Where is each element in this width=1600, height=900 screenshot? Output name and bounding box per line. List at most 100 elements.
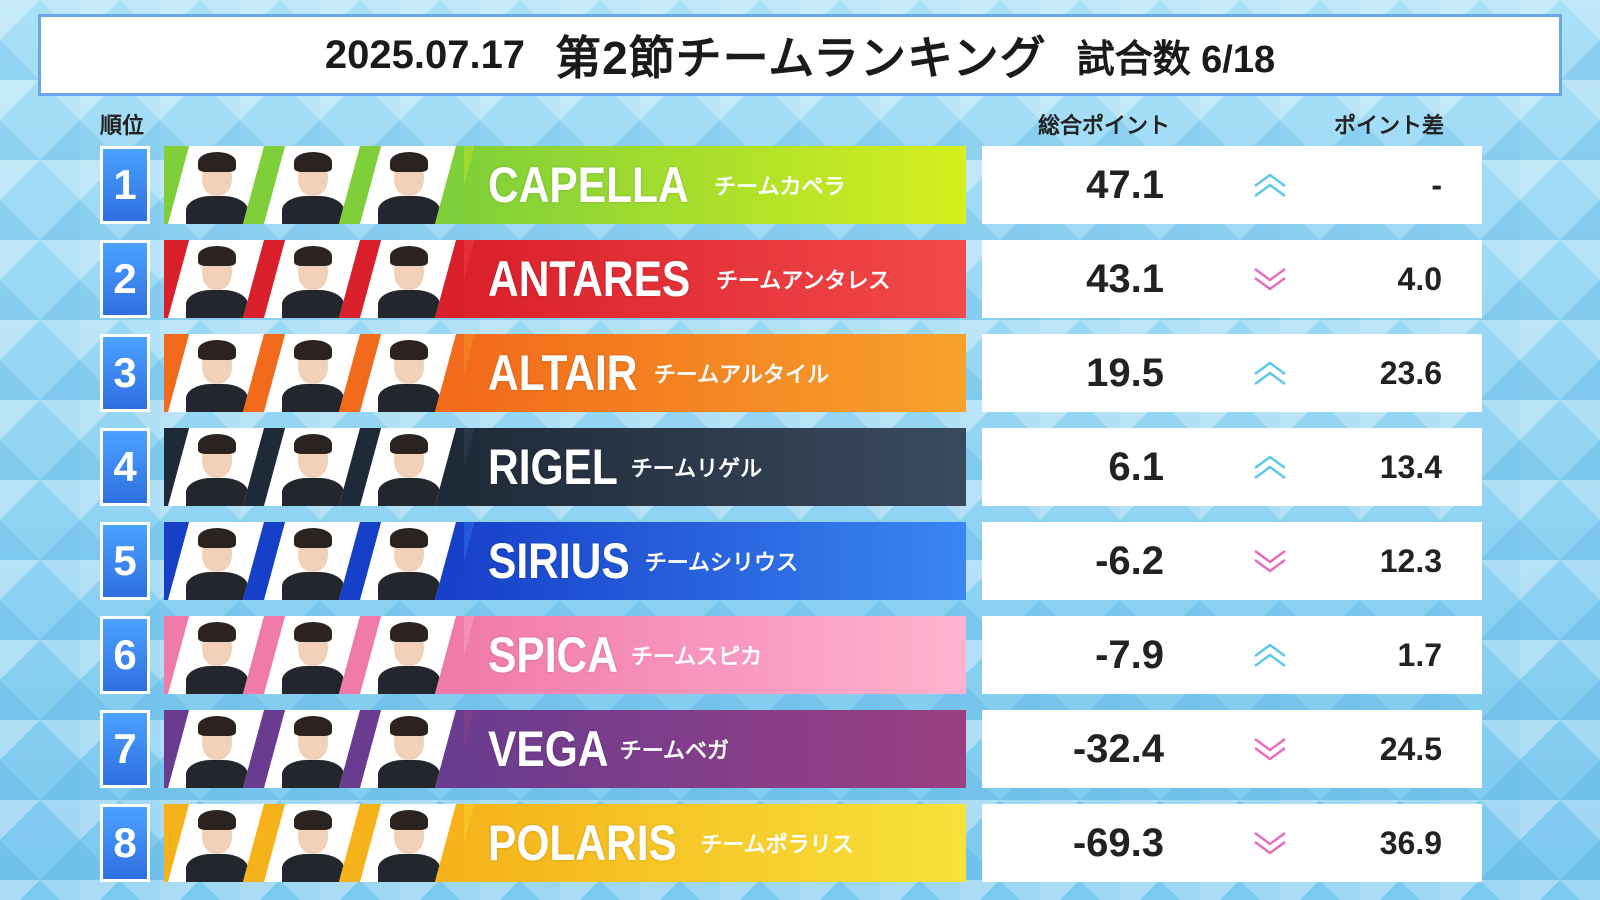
team-banner: VEGA チームベガ [164,710,966,788]
chevron-down-icon [1254,549,1286,573]
member-photo [264,616,360,694]
team-row: 6 SPICA チームスピカ -7.9 1.7 [100,616,1482,694]
total-points: 47.1 [1086,163,1164,207]
rank-badge: 3 [100,334,150,412]
team-name-plate: RIGEL チームリゲル [454,428,966,506]
total-points: -69.3 [1072,821,1164,865]
total-points-column-header: 総合ポイント [1038,113,1171,138]
team-name-plate: CAPELLA チームカペラ [454,146,966,224]
member-photo [264,334,360,412]
member-photos [164,804,464,882]
member-photo [264,146,360,224]
team-name: RIGEL [488,439,618,495]
member-photo [168,522,264,600]
rank-badge: 6 [100,616,150,694]
member-photo [360,428,456,506]
score-panel: -32.4 24.5 [982,710,1482,788]
member-photo [168,334,264,412]
point-diff: 13.4 [1379,449,1442,485]
member-photos [164,334,464,412]
member-photo [360,616,456,694]
member-photo [168,710,264,788]
team-name-plate: ANTARES チームアンタレス [454,240,966,318]
games-count: 試合数 6/18 [1076,38,1276,81]
score-panel: -7.9 1.7 [982,616,1482,694]
team-row: 2 ANTARES チームアンタレス 43.1 4.0 [100,240,1482,318]
member-photo [168,146,264,224]
rank-column-header: 順位 [100,113,145,138]
chevron-up-icon [1254,455,1286,480]
member-photo [264,240,360,318]
rank-badge: 5 [100,522,150,600]
team-row: 5 SIRIUS チームシリウス -6.2 12.3 [100,522,1482,600]
team-banner: SPICA チームスピカ [164,616,966,694]
member-photo [264,522,360,600]
team-banner: SIRIUS チームシリウス [164,522,966,600]
total-points: 19.5 [1086,351,1164,395]
team-name-jp: チームアンタレス [715,268,891,293]
chevron-up-icon [1254,643,1286,668]
total-points: 43.1 [1086,257,1164,301]
team-name: ALTAIR [488,345,638,401]
team-name-plate: SIRIUS チームシリウス [454,522,966,600]
team-name: ANTARES [488,251,691,307]
point-diff: 23.6 [1379,355,1442,391]
total-points: -6.2 [1095,539,1164,583]
team-name: CAPELLA [488,157,689,213]
point-diff: 1.7 [1397,637,1442,673]
chevron-down-icon [1254,831,1286,855]
team-row: 4 RIGEL チームリゲル 6.1 13.4 [100,428,1482,506]
team-banner: CAPELLA チームカペラ [164,146,966,224]
total-points: -32.4 [1072,727,1164,771]
chevron-down-icon [1254,267,1286,291]
chevron-down-icon [1254,737,1286,761]
member-photo [360,146,456,224]
page-title: 第2節チームランキング [555,32,1047,84]
member-photos [164,522,464,600]
member-photo [168,240,264,318]
point-diff: 12.3 [1379,543,1442,579]
rank-badge: 1 [100,146,150,224]
team-name-jp: チームカペラ [714,174,846,199]
team-row: 7 VEGA チームベガ -32.4 24.5 [100,710,1482,788]
point-diff: 24.5 [1379,731,1442,767]
point-diff: - [1431,167,1442,203]
team-name-jp: チームスピカ [630,644,763,669]
point-diff: 36.9 [1379,825,1442,861]
team-name-jp: チームリゲル [630,456,763,481]
member-photo [264,804,360,882]
member-photos [164,146,464,224]
team-name-plate: SPICA チームスピカ [454,616,966,694]
total-points: 6.1 [1108,445,1164,489]
team-banner: ANTARES チームアンタレス [164,240,966,318]
member-photo [168,804,264,882]
team-banner: POLARIS チームポラリス [164,804,966,882]
member-photos [164,240,464,318]
team-name-jp: チームポラリス [700,832,854,857]
score-panel: -69.3 36.9 [982,804,1482,882]
member-photo [360,240,456,318]
rank-badge: 4 [100,428,150,506]
member-photo [360,334,456,412]
team-name-jp: チームベガ [619,738,730,763]
point-diff: 4.0 [1397,261,1442,297]
team-name-plate: VEGA チームベガ [454,710,966,788]
member-photos [164,616,464,694]
rank-badge: 2 [100,240,150,318]
score-panel: 47.1 - [982,146,1482,224]
team-name: SIRIUS [488,533,630,589]
chevron-up-icon [1254,361,1286,386]
score-panel: -6.2 12.3 [982,522,1482,600]
team-name-plate: POLARIS チームポラリス [454,804,966,882]
date-label: 2025.07.17 [324,32,526,77]
rank-badge: 7 [100,710,150,788]
member-photo [360,804,456,882]
member-photos [164,710,464,788]
member-photo [360,522,456,600]
team-name-plate: ALTAIR チームアルタイル [454,334,966,412]
team-name-jp: チームアルタイル [653,362,830,387]
team-banner: RIGEL チームリゲル [164,428,966,506]
team-name: POLARIS [488,815,677,871]
team-name-jp: チームシリウス [644,550,799,575]
chevron-up-icon [1254,173,1286,198]
